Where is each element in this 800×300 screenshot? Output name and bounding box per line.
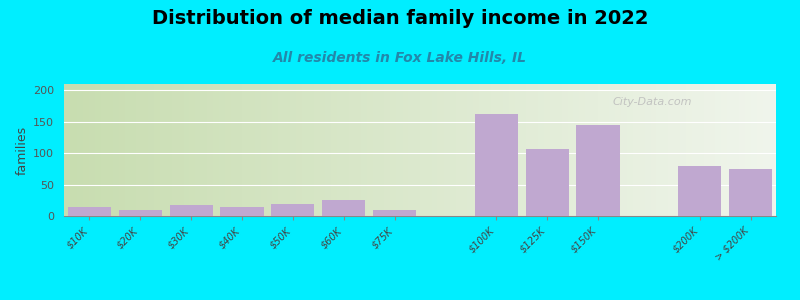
Bar — [170, 205, 213, 216]
Bar — [576, 125, 620, 216]
Bar — [474, 113, 518, 216]
Bar — [373, 210, 416, 216]
Bar — [220, 207, 264, 216]
Y-axis label: families: families — [16, 125, 29, 175]
Text: All residents in Fox Lake Hills, IL: All residents in Fox Lake Hills, IL — [273, 51, 527, 65]
Bar — [271, 204, 314, 216]
Bar — [322, 200, 366, 216]
Bar — [68, 207, 111, 216]
Text: Distribution of median family income in 2022: Distribution of median family income in … — [152, 9, 648, 28]
Text: City-Data.com: City-Data.com — [612, 97, 692, 107]
Bar — [678, 166, 722, 216]
Bar — [729, 169, 772, 216]
Bar — [118, 210, 162, 216]
Bar — [526, 149, 569, 216]
